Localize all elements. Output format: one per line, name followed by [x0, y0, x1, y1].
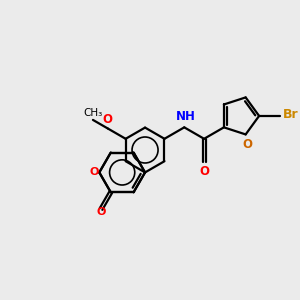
Text: O: O [242, 138, 252, 151]
Text: O: O [199, 165, 209, 178]
Text: O: O [90, 167, 99, 177]
Text: O: O [103, 113, 113, 126]
Text: Br: Br [283, 108, 298, 121]
Text: CH₃: CH₃ [83, 108, 103, 118]
Text: O: O [96, 207, 106, 218]
Text: NH: NH [176, 110, 196, 123]
